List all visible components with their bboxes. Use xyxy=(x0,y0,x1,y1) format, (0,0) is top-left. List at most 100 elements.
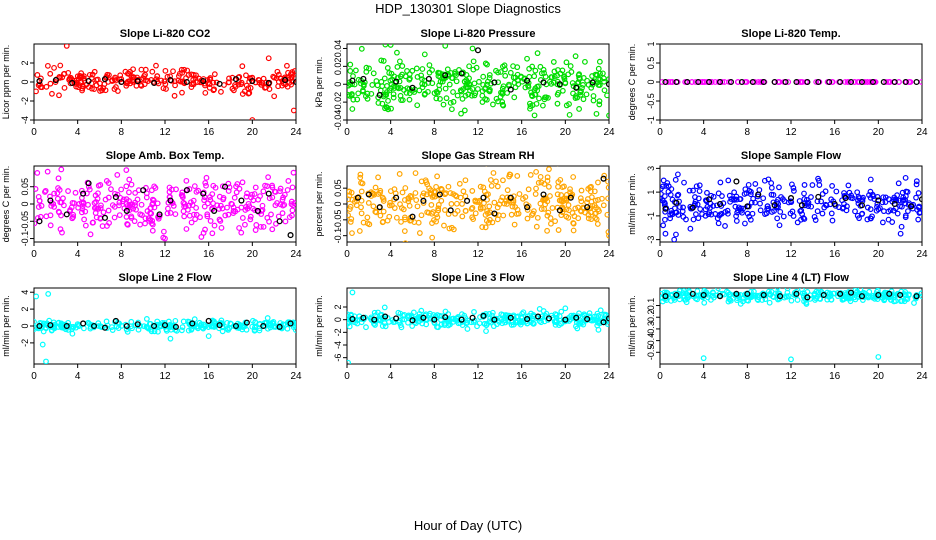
summary-point xyxy=(118,78,125,86)
data-point xyxy=(558,198,565,204)
x-tick-label: 8 xyxy=(119,371,125,382)
summary-point xyxy=(913,78,920,86)
summary-point xyxy=(662,205,669,212)
data-point xyxy=(801,182,808,188)
data-point xyxy=(582,58,588,65)
data-point xyxy=(814,208,821,215)
data-point xyxy=(537,200,544,207)
data-point xyxy=(859,297,866,303)
summary-point xyxy=(442,72,449,79)
data-point xyxy=(415,219,422,226)
data-point xyxy=(239,326,246,333)
data-point xyxy=(441,322,448,328)
data-point xyxy=(267,324,274,331)
data-point xyxy=(591,188,598,195)
data-point xyxy=(797,79,804,85)
data-point xyxy=(569,80,576,86)
y-axis-label: Licor ppm per min. xyxy=(1,45,11,120)
data-point xyxy=(498,197,504,204)
data-point xyxy=(466,80,473,87)
summary-point xyxy=(211,207,218,214)
outlier-point xyxy=(39,341,46,348)
data-point xyxy=(566,111,573,118)
summary-point xyxy=(760,291,767,299)
data-point xyxy=(545,183,552,190)
data-point xyxy=(580,96,587,103)
data-point xyxy=(697,206,704,212)
data-point xyxy=(401,214,408,221)
data-point xyxy=(271,188,278,195)
data-point xyxy=(49,90,55,97)
data-point xyxy=(536,95,542,102)
y-axis-label: ml/min per min. xyxy=(627,173,637,235)
data-point xyxy=(453,72,459,79)
summary-point xyxy=(858,202,866,209)
data-point xyxy=(468,92,475,99)
data-point xyxy=(246,203,253,210)
data-point xyxy=(819,191,826,197)
data-point xyxy=(40,320,47,327)
summary-point xyxy=(760,78,767,86)
data-point xyxy=(453,193,460,200)
data-point xyxy=(558,192,565,198)
data-point xyxy=(500,177,506,184)
data-point xyxy=(171,92,178,99)
data-point xyxy=(124,221,131,227)
data-point xyxy=(141,81,148,88)
data-point xyxy=(401,316,408,323)
data-point xyxy=(452,210,458,217)
data-point xyxy=(696,182,703,189)
summary-point xyxy=(216,80,223,87)
data-point xyxy=(61,84,68,91)
data-point xyxy=(777,208,784,215)
summary-point xyxy=(52,77,59,84)
data-point xyxy=(486,203,493,210)
summary-point xyxy=(540,79,547,86)
y-tick-label: 0 xyxy=(333,82,343,87)
data-point xyxy=(531,87,538,94)
y-tick-label: 0 xyxy=(646,79,656,84)
summary-point xyxy=(101,324,109,331)
data-point xyxy=(446,81,453,88)
data-point xyxy=(203,174,210,181)
data-point xyxy=(383,92,390,99)
x-tick-label: 20 xyxy=(247,371,259,382)
y-tick-label: -0.02 xyxy=(333,92,343,113)
data-point xyxy=(509,203,516,210)
data-point xyxy=(44,168,51,175)
data-point xyxy=(418,212,425,219)
summary-point xyxy=(837,290,844,297)
x-tick-label: 24 xyxy=(603,371,615,382)
data-point xyxy=(149,196,156,203)
data-point xyxy=(184,67,191,74)
data-point xyxy=(565,202,572,208)
data-point xyxy=(760,195,767,202)
data-point xyxy=(413,65,420,72)
data-point xyxy=(281,191,288,198)
data-point xyxy=(494,216,501,223)
data-point xyxy=(260,188,267,195)
data-point xyxy=(476,199,483,205)
data-point xyxy=(554,100,561,107)
data-point xyxy=(219,323,226,330)
data-point xyxy=(123,167,130,173)
data-point xyxy=(701,299,708,306)
data-point xyxy=(79,82,86,89)
data-point xyxy=(437,78,444,85)
y-tick-label: 0 xyxy=(333,317,343,322)
chart-panel-7: Slope Line 2 Flow ml/min per min. 0 4 8 12 16 2… xyxy=(1,272,302,382)
y-tick-label: -2 xyxy=(20,97,30,105)
data-point xyxy=(731,196,737,202)
chart-title: Slope Li-820 CO2 xyxy=(120,28,210,40)
data-point xyxy=(513,319,520,326)
x-tick-label: 16 xyxy=(829,371,841,382)
data-point xyxy=(480,204,486,211)
data-point xyxy=(242,207,249,213)
data-point xyxy=(86,186,93,193)
data-point xyxy=(512,74,519,81)
data-point xyxy=(247,216,254,223)
data-point xyxy=(660,222,667,229)
data-point xyxy=(135,326,142,333)
data-point xyxy=(554,191,561,198)
data-point xyxy=(379,194,386,201)
